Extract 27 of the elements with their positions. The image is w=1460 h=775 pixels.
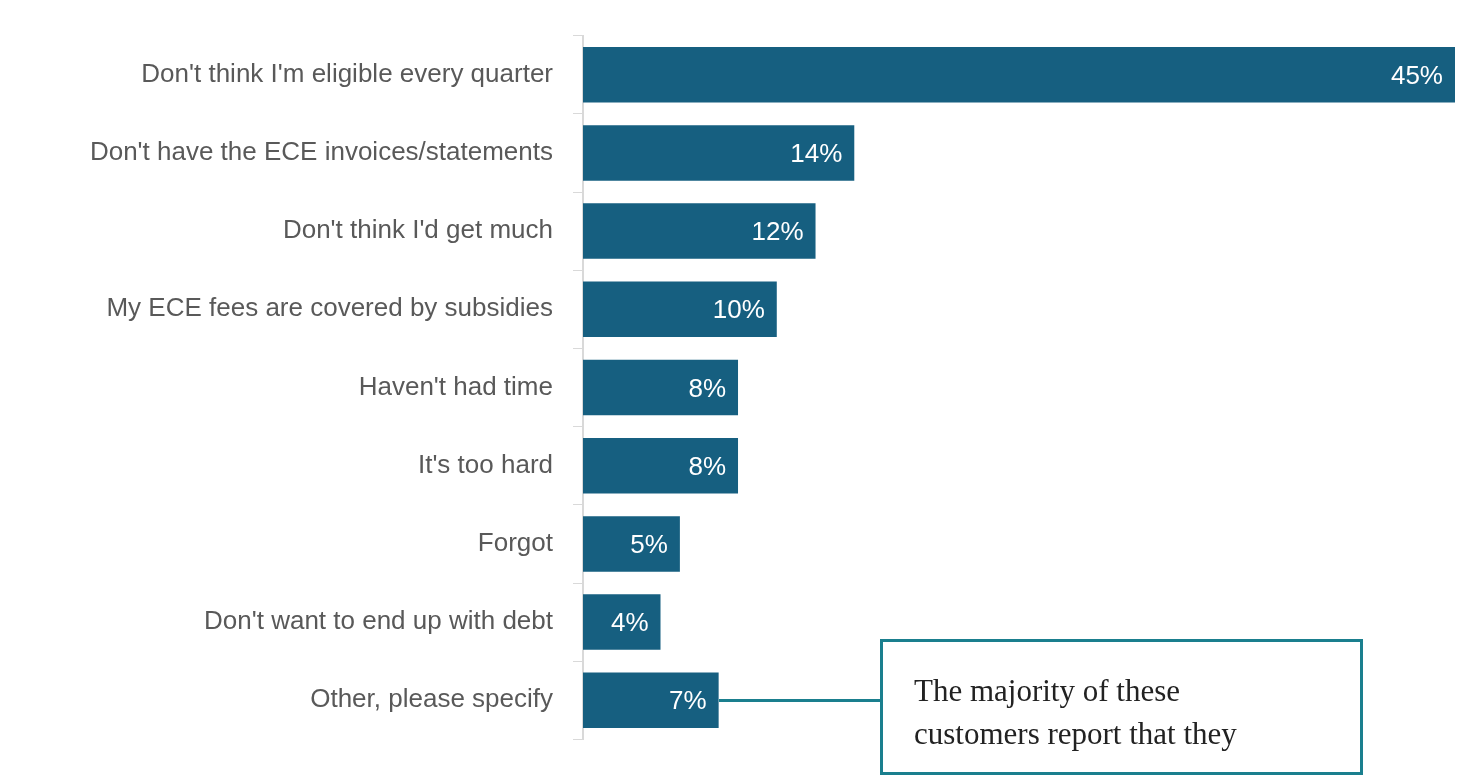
y-tick-label: Other, please specify: [310, 683, 553, 714]
data-label: 14%: [790, 138, 843, 169]
bar: [583, 359, 739, 416]
data-label: 8%: [688, 372, 727, 403]
y-tick-label: My ECE fees are covered by subsidies: [106, 292, 553, 323]
bar: [583, 516, 680, 572]
y-tick-label: Don't have the ECE invoices/statements: [89, 136, 553, 167]
data-label: 10%: [712, 294, 765, 325]
y-tick-label: Don't want to end up with debt: [204, 605, 554, 636]
bar: [583, 672, 719, 729]
data-label: 45%: [1390, 59, 1443, 90]
y-tick-label: Don't think I'd get much: [282, 214, 553, 245]
data-label: 8%: [688, 450, 727, 481]
bar: [583, 203, 816, 259]
bar: [583, 46, 1455, 103]
y-tick-label: Forgot: [477, 527, 554, 558]
data-label: 7%: [669, 685, 707, 716]
bar: [583, 125, 855, 181]
data-label: 5%: [630, 529, 668, 560]
data-label: 12%: [751, 216, 804, 247]
bar: [583, 281, 777, 338]
y-tick-label: Don't think I'm eligible every quarter: [141, 57, 554, 88]
bar: [583, 594, 661, 650]
bar: [583, 437, 739, 494]
data-label: 4%: [610, 607, 649, 638]
y-tick-label: Haven't had time: [358, 370, 553, 401]
y-tick-label: It's too hard: [417, 448, 553, 479]
